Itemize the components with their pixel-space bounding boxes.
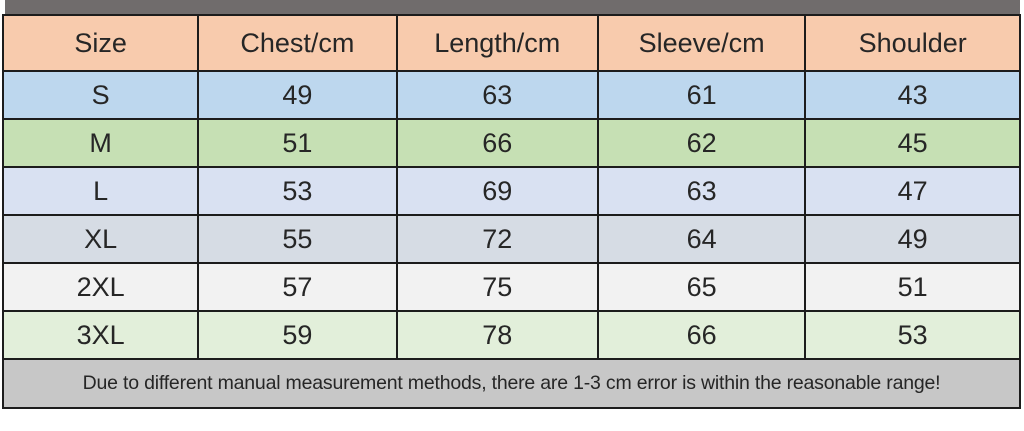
header-cell-size: Size bbox=[1, 14, 200, 72]
header-row: Size Chest/cm Length/cm Sleeve/cm Should… bbox=[1, 14, 1021, 72]
shoulder-cell: 49 bbox=[804, 214, 1021, 264]
length-cell: 72 bbox=[395, 214, 599, 264]
measurement-note: Due to different manual measurement meth… bbox=[2, 358, 1021, 409]
table-row-xl: XL 55 72 64 49 bbox=[1, 214, 1021, 264]
table-row-m: M 51 66 62 45 bbox=[1, 118, 1021, 168]
length-cell: 63 bbox=[395, 70, 599, 120]
size-cell: 2XL bbox=[1, 262, 200, 312]
sleeve-cell: 63 bbox=[596, 166, 807, 216]
shoulder-cell: 45 bbox=[804, 118, 1021, 168]
size-cell: L bbox=[1, 166, 200, 216]
sleeve-cell: 61 bbox=[596, 70, 807, 120]
shoulder-cell: 51 bbox=[804, 262, 1021, 312]
table-row-l: L 53 69 63 47 bbox=[1, 166, 1021, 216]
size-chart-footer: Due to different manual measurement meth… bbox=[2, 358, 1021, 409]
header-cell-length: Length/cm bbox=[395, 14, 599, 72]
chest-cell: 59 bbox=[197, 310, 398, 360]
table-row-s: S 49 63 61 43 bbox=[1, 70, 1021, 120]
shoulder-cell: 43 bbox=[804, 70, 1021, 120]
chest-cell: 57 bbox=[197, 262, 398, 312]
header-cell-shoulder: Shoulder bbox=[804, 14, 1021, 72]
size-cell: M bbox=[1, 118, 200, 168]
shoulder-cell: 53 bbox=[804, 310, 1021, 360]
header-cell-sleeve: Sleeve/cm bbox=[596, 14, 807, 72]
chest-cell: 51 bbox=[197, 118, 398, 168]
size-chart-table: Size Chest/cm Length/cm Sleeve/cm Should… bbox=[1, 14, 1021, 409]
size-chart-body: S 49 63 61 43 M 51 66 62 45 L 53 69 63 4… bbox=[1, 70, 1021, 360]
size-cell: S bbox=[1, 70, 200, 120]
size-chart-header: Size Chest/cm Length/cm Sleeve/cm Should… bbox=[1, 14, 1021, 72]
size-cell: 3XL bbox=[1, 310, 200, 360]
length-cell: 66 bbox=[395, 118, 599, 168]
length-cell: 69 bbox=[395, 166, 599, 216]
sleeve-cell: 66 bbox=[596, 310, 807, 360]
chest-cell: 55 bbox=[197, 214, 398, 264]
header-cell-chest: Chest/cm bbox=[197, 14, 398, 72]
chest-cell: 53 bbox=[197, 166, 398, 216]
top-bar bbox=[5, 0, 1020, 14]
table-row-2xl: 2XL 57 75 65 51 bbox=[1, 262, 1021, 312]
size-cell: XL bbox=[1, 214, 200, 264]
chest-cell: 49 bbox=[197, 70, 398, 120]
table-row-3xl: 3XL 59 78 66 53 bbox=[1, 310, 1021, 360]
footer-row: Due to different manual measurement meth… bbox=[2, 358, 1021, 409]
length-cell: 75 bbox=[395, 262, 599, 312]
sleeve-cell: 64 bbox=[596, 214, 807, 264]
shoulder-cell: 47 bbox=[804, 166, 1021, 216]
sleeve-cell: 65 bbox=[596, 262, 807, 312]
length-cell: 78 bbox=[395, 310, 599, 360]
sleeve-cell: 62 bbox=[596, 118, 807, 168]
